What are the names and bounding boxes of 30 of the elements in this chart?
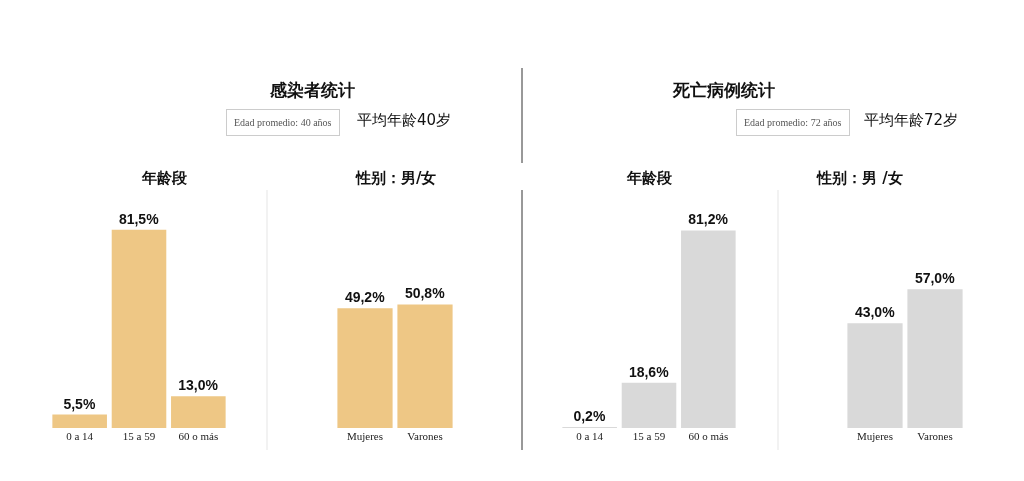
data-label: 0,2% bbox=[573, 408, 606, 424]
chart-title: 年龄段 bbox=[626, 169, 673, 187]
data-label: 13,0% bbox=[178, 377, 219, 394]
x-tick-label: Varones bbox=[407, 430, 443, 442]
data-label: 81,2% bbox=[688, 211, 729, 228]
data-label: 57,0% bbox=[914, 270, 956, 287]
x-tick-label: 0 a 14 bbox=[66, 430, 94, 442]
x-tick-label: Varones bbox=[917, 430, 953, 442]
data-label: 49,2% bbox=[344, 289, 386, 306]
x-tick-label: 15 a 59 bbox=[632, 430, 666, 442]
chart-title: 性别：男/女 bbox=[355, 169, 437, 187]
text: Edad promedio: 40 años bbox=[234, 117, 332, 128]
text: 平均年龄40岁 bbox=[357, 111, 452, 129]
text: 死亡病例统计 bbox=[672, 80, 775, 100]
x-tick-label: Mujeres bbox=[346, 430, 384, 442]
x-tick-label: 0 a 14 bbox=[576, 430, 604, 442]
data-label: 50,8% bbox=[404, 285, 446, 302]
text: 平均年龄72岁 bbox=[864, 111, 959, 129]
text: Edad promedio: 72 años bbox=[744, 117, 842, 128]
text: 感染者统计 bbox=[269, 80, 355, 100]
chart-title: 性别：男 /女 bbox=[816, 169, 903, 187]
chart-title: 年龄段 bbox=[141, 169, 188, 187]
x-tick-label: 60 o más bbox=[178, 430, 219, 442]
data-label: 43,0% bbox=[854, 304, 896, 321]
data-label: 18,6% bbox=[628, 363, 670, 380]
x-tick-label: Mujeres bbox=[856, 430, 894, 442]
x-tick-label: 60 o más bbox=[688, 430, 729, 442]
data-label: 5,5% bbox=[63, 395, 96, 412]
x-tick-label: 15 a 59 bbox=[122, 430, 156, 442]
data-label: 81,5% bbox=[118, 210, 160, 227]
